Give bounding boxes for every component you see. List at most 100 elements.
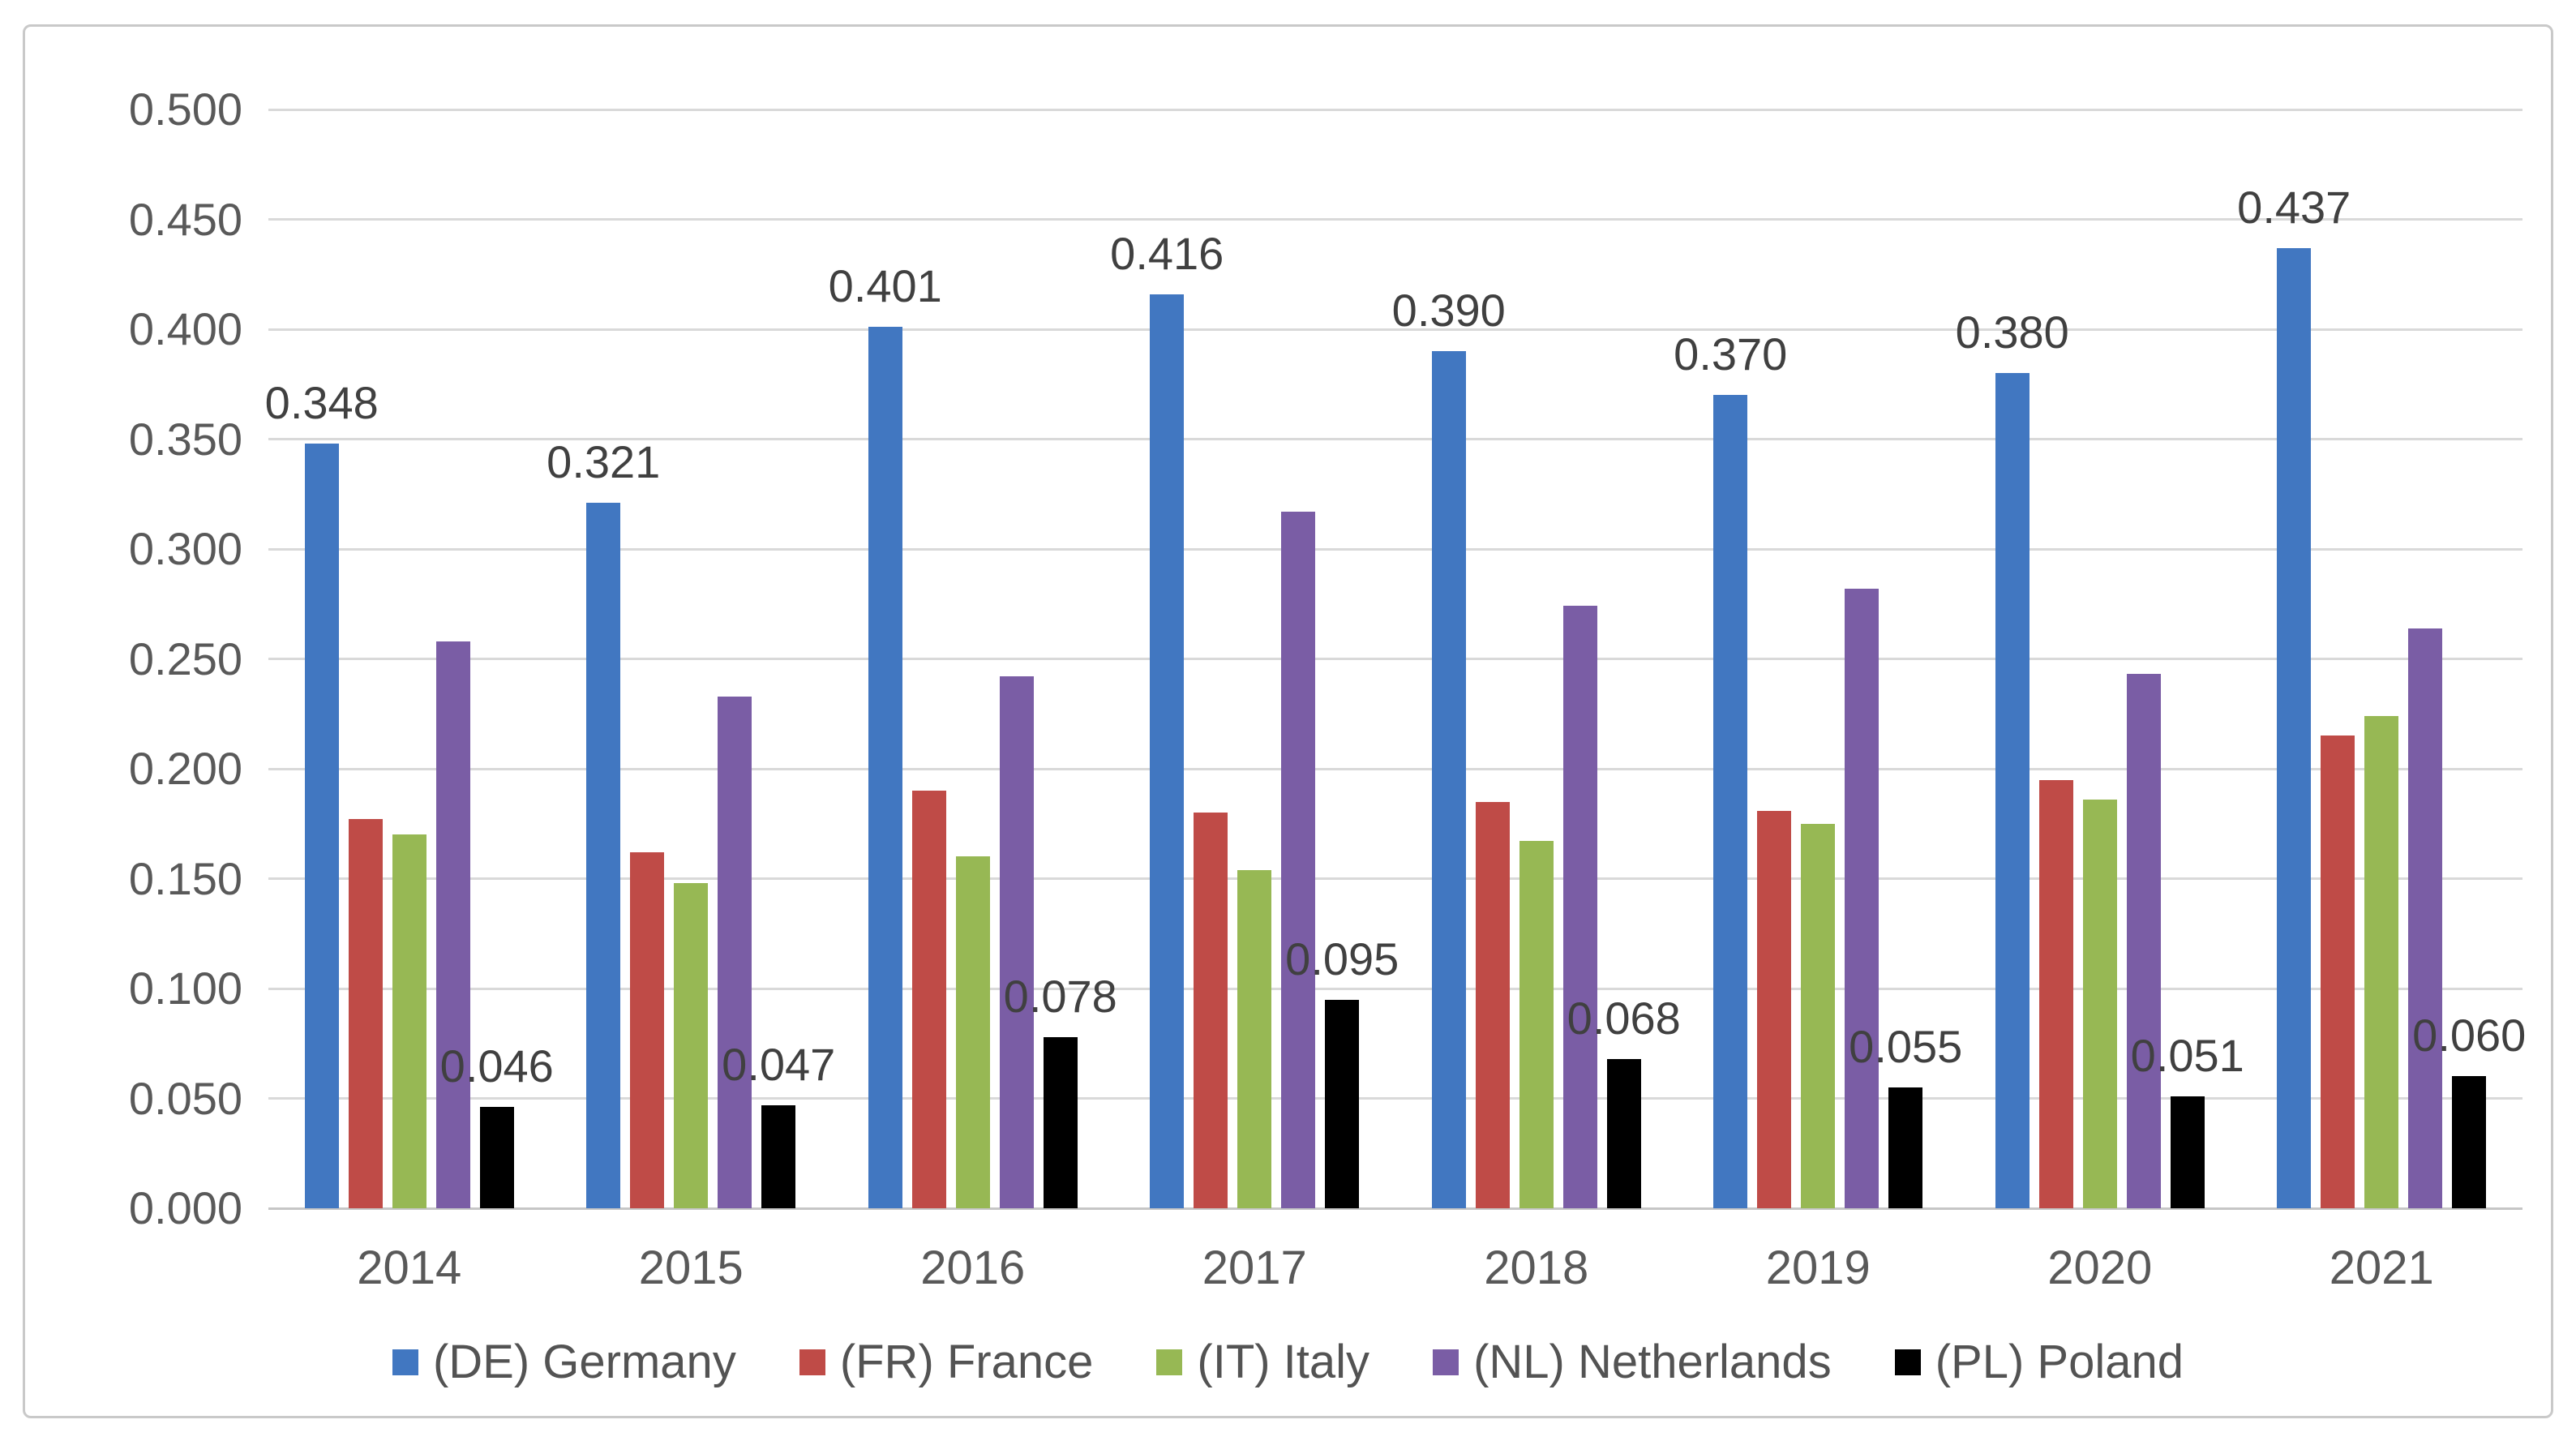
data-label-de-2015: 0.321: [546, 436, 661, 488]
bar-group-2018: 0.390 0.068: [1391, 109, 1681, 1208]
legend-marker-de-icon: [392, 1349, 418, 1375]
legend-label-pl: (PL) Poland: [1935, 1336, 2184, 1388]
legend-marker-pl-icon: [1894, 1349, 1921, 1375]
legend-marker-it-icon: [1156, 1349, 1183, 1375]
bar-fr-2014: [348, 819, 383, 1208]
bar-nl-2018: [1562, 606, 1597, 1208]
bar-group-2015: 0.321 0.047: [546, 109, 836, 1208]
bar-fr-2021: [2321, 736, 2355, 1208]
bar-fr-2016: [911, 791, 946, 1208]
data-label-de-2019: 0.370: [1674, 328, 1788, 380]
gridline: [268, 547, 2522, 551]
legend-marker-fr-icon: [799, 1349, 825, 1375]
gridline: [268, 438, 2522, 440]
y-tick-label: 0.200: [128, 743, 242, 794]
y-tick-label: 0.050: [128, 1072, 242, 1124]
bar-fr-2017: [1194, 813, 1228, 1208]
y-tick-label: 0.000: [128, 1182, 242, 1233]
legend-item-it: (IT) Italy: [1156, 1339, 1369, 1386]
legend-label-it: (IT) Italy: [1197, 1336, 1370, 1388]
bar-fr-2019: [1757, 810, 1792, 1208]
bar-de-2019: 0.370: [1674, 332, 1787, 1208]
bar-it-2020: [2082, 799, 2117, 1208]
legend-item-de: (DE) Germany: [392, 1339, 736, 1386]
bar-group-2019: 0.370 0.055: [1674, 109, 1962, 1208]
legend-label-nl: (NL) Netherlands: [1473, 1336, 1832, 1388]
chart-frame: 0.000 0.050 0.100 0.150 0.200 0.250 0.300 0.350…: [23, 24, 2553, 1418]
bar-it-2019: [1801, 823, 1836, 1208]
bar-it-2014: [392, 834, 426, 1208]
bar-nl-2016: [999, 676, 1034, 1208]
bar-group-2020: 0.380 0.051: [1956, 109, 2244, 1208]
data-label-pl-2014: 0.046: [439, 1040, 554, 1092]
plot-area: 0.348 0.046 0.321 0.047 0.401 0.078 0.416 0.095…: [265, 108, 2526, 1210]
data-label-de-2018: 0.390: [1391, 285, 1506, 337]
bar-de-2016: 0.401: [829, 264, 942, 1208]
data-label-de-2016: 0.401: [828, 260, 942, 312]
x-axis-line: [268, 1207, 2522, 1210]
legend-item-pl: (PL) Poland: [1894, 1336, 2184, 1388]
bar-fr-2015: [630, 851, 665, 1208]
bar-fr-2018: [1475, 801, 1510, 1208]
bar-de-2020: 0.380: [1956, 310, 2069, 1208]
bar-nl-2015: [718, 696, 752, 1208]
bar-fr-2020: [2038, 779, 2073, 1208]
bar-it-2016: [955, 856, 990, 1208]
bar-de-2014: 0.348: [265, 380, 379, 1208]
gridline: [268, 328, 2522, 331]
gridline: [268, 987, 2522, 990]
y-tick-label: 0.450: [128, 193, 242, 245]
bar-nl-2021: [2408, 628, 2443, 1208]
y-tick-label: 0.400: [128, 303, 242, 354]
data-label-pl-2015: 0.047: [722, 1038, 836, 1090]
bar-nl-2014: [435, 641, 470, 1208]
bar-group-2014: 0.348 0.046: [265, 109, 554, 1208]
y-tick-label: 0.100: [128, 963, 242, 1014]
data-label-pl-2017: 0.095: [1285, 933, 1399, 984]
x-axis-label-2016: 2016: [920, 1242, 1026, 1294]
bar-group-2021: 0.437 0.060: [2237, 109, 2526, 1208]
data-label-pl-2016: 0.078: [1003, 970, 1117, 1022]
gridline: [268, 658, 2522, 660]
x-axis-label-2018: 2018: [1484, 1242, 1589, 1294]
bar-pl-2014: 0.046: [440, 1044, 554, 1208]
y-tick-label: 0.250: [128, 633, 242, 684]
bar-it-2017: [1237, 869, 1272, 1208]
bar-pl-2018: 0.068: [1567, 995, 1681, 1208]
legend: (DE) Germany (FR) France (IT) Italy (NL) Ne…: [25, 1339, 2551, 1386]
legend-label-de: (DE) Germany: [432, 1336, 736, 1388]
data-label-de-2020: 0.380: [1955, 307, 2069, 358]
y-tick-label: 0.350: [128, 413, 242, 465]
bar-nl-2019: [1845, 588, 1879, 1208]
bar-pl-2019: 0.055: [1849, 1023, 1962, 1208]
bar-group-2016: 0.401 0.078: [829, 109, 1117, 1208]
bar-nl-2020: [2126, 674, 2161, 1208]
bar-it-2018: [1519, 841, 1554, 1208]
bar-group-2017: 0.416 0.095: [1110, 109, 1399, 1208]
bar-de-2017: 0.416: [1110, 230, 1224, 1208]
x-axis-label-2020: 2020: [2047, 1242, 2153, 1294]
data-label-pl-2020: 0.051: [2130, 1029, 2244, 1081]
y-tick-label: 0.300: [128, 523, 242, 574]
bar-it-2015: [674, 882, 709, 1208]
bar-de-2021: 0.437: [2237, 184, 2351, 1208]
bar-pl-2020: 0.051: [2131, 1032, 2244, 1208]
gridline: [268, 218, 2522, 221]
data-label-pl-2018: 0.068: [1567, 992, 1681, 1044]
x-axis-label-2014: 2014: [357, 1242, 462, 1294]
legend-item-nl: (NL) Netherlands: [1433, 1339, 1832, 1386]
gridline: [268, 1097, 2522, 1100]
gridline: [268, 877, 2522, 880]
gridline: [268, 767, 2522, 770]
bar-it-2021: [2364, 715, 2399, 1208]
legend-label-fr: (FR) France: [839, 1336, 1094, 1388]
legend-item-fr: (FR) France: [799, 1336, 1094, 1388]
bar-pl-2021: 0.060: [2412, 1013, 2526, 1208]
data-label-pl-2019: 0.055: [1849, 1020, 1963, 1072]
bar-nl-2017: [1281, 511, 1316, 1208]
data-label-de-2021: 0.437: [2237, 181, 2351, 233]
data-label-de-2014: 0.348: [264, 376, 379, 428]
data-label-de-2017: 0.416: [1110, 227, 1224, 279]
gridline: [268, 108, 2522, 111]
